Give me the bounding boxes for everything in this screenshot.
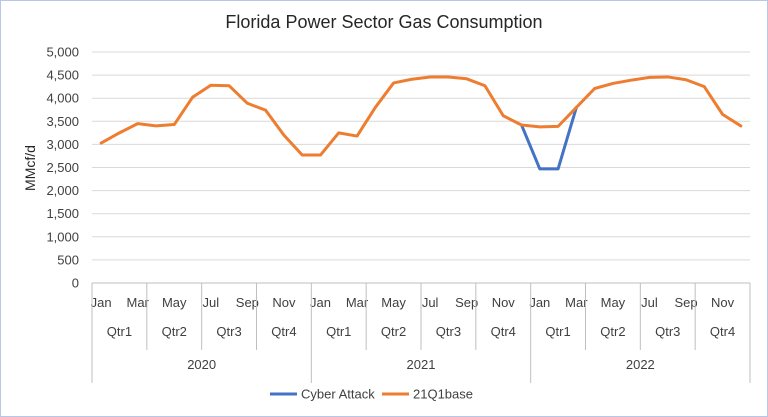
y-tick-label: 2,500 [46,160,79,175]
x-quarter-label: Qtr2 [381,324,406,339]
x-month-label: Mar [126,295,149,310]
y-tick-label: 1,000 [46,229,79,244]
legend-label: 21Q1base [413,387,473,402]
x-month-label: Mar [346,295,369,310]
x-year-label: 2020 [187,357,216,372]
x-month-label: Nov [711,295,735,310]
x-month-label: Jul [641,295,658,310]
x-quarter-label: Qtr4 [710,324,735,339]
x-quarter-label: Qtr3 [655,324,680,339]
series-line-cyber-attack [520,105,578,171]
x-month-label: Nov [272,295,296,310]
series-lines [99,75,743,171]
y-tick-label: 3,000 [46,137,79,152]
y-tick-label: 500 [57,252,79,267]
y-axis-ticks: 0 500 1,000 1,500 2,000 2,500 3,000 3,500 4,000 4… [46,45,79,291]
x-month-label: Jul [202,295,219,310]
x-quarter-label: Qtr3 [436,324,461,339]
x-quarter-label: Qtr4 [491,324,516,339]
x-month-label: Jul [422,295,439,310]
x-month-label: Jan [310,295,331,310]
x-month-label: Nov [492,295,516,310]
legend-label: Cyber Attack [301,387,375,402]
x-month-label: Mar [565,295,588,310]
legend: Cyber Attack 21Q1base [270,387,473,402]
x-quarter-label: Qtr3 [216,324,241,339]
x-month-label: May [601,295,626,310]
x-month-label: May [381,295,406,310]
x-quarter-label: Qtr4 [271,324,296,339]
x-month-label: May [162,295,187,310]
y-axis-label: MMcf/d [22,145,38,191]
x-month-label: Jan [529,295,550,310]
x-quarter-label: Qtr1 [326,324,351,339]
y-tick-label: 4,500 [46,68,79,83]
grid-lines [92,51,750,284]
x-quarter-label: Qtr1 [545,324,570,339]
x-month-label: Sep [236,295,259,310]
x-quarter-label: Qtr1 [107,324,132,339]
x-quarter-label: Qtr2 [600,324,625,339]
y-tick-label: 0 [72,276,79,291]
x-month-label: Jan [91,295,112,310]
y-tick-label: 2,000 [46,183,79,198]
x-year-label: 2021 [407,357,436,372]
y-tick-label: 4,000 [46,91,79,106]
y-tick-label: 1,500 [46,206,79,221]
x-quarter-label: Qtr2 [162,324,187,339]
chart-title: Florida Power Sector Gas Consumption [225,12,542,32]
x-axis: Jan Mar May Jul Sep Nov Jan Mar May Jul Sep Nov Jan M… [91,283,751,383]
series-line-21q1base [99,75,743,157]
x-month-label: Sep [455,295,478,310]
y-tick-label: 3,500 [46,114,79,129]
x-month-label: Sep [674,295,697,310]
y-tick-label: 5,000 [46,45,79,60]
x-year-label: 2022 [626,357,655,372]
